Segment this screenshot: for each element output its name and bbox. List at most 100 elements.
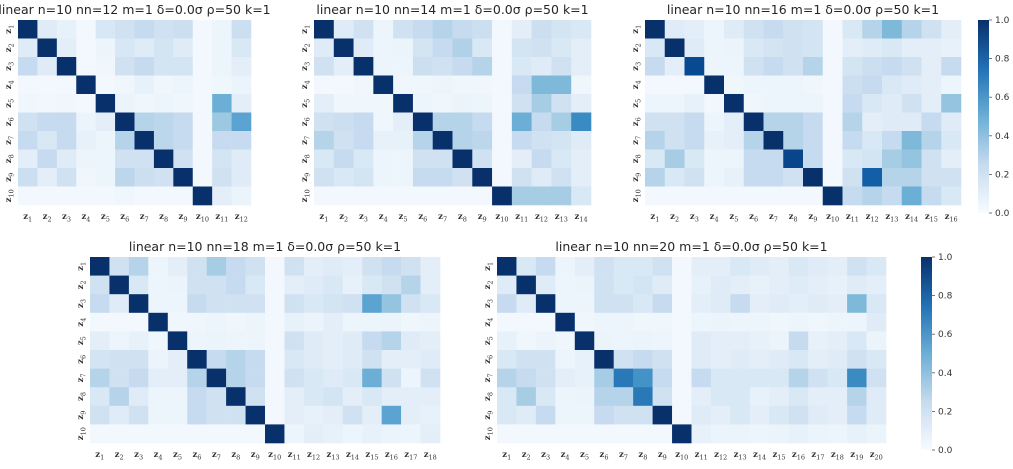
heatmap-cell xyxy=(167,257,188,276)
colorbar-tick-label: 0.0 xyxy=(938,446,953,456)
x-tick-label: z12 xyxy=(535,212,548,224)
y-tick-label: z1 xyxy=(4,25,16,34)
y-tick-label: z6 xyxy=(76,355,88,364)
heatmap-cell xyxy=(827,257,848,276)
heatmap-cell xyxy=(531,75,552,95)
heatmap-cell xyxy=(571,38,592,58)
heatmap-cell xyxy=(373,75,394,95)
heatmap-cell xyxy=(206,294,227,314)
heatmap-cell xyxy=(231,149,252,169)
heatmap-cell xyxy=(452,149,473,169)
heatmap-cell xyxy=(783,131,804,150)
heatmap-cell xyxy=(206,331,227,351)
heatmap-cell xyxy=(231,112,252,132)
heatmap-cell xyxy=(173,94,194,113)
x-tick-label: z8 xyxy=(458,212,467,224)
heatmap-cell xyxy=(691,368,712,388)
colorbar-tick-label: 0.8 xyxy=(938,292,953,302)
heatmap-cell xyxy=(56,168,77,187)
heatmap-cell xyxy=(412,57,434,76)
x-tick-label: z10 xyxy=(495,212,508,224)
heatmap-cell xyxy=(827,405,848,425)
heatmap-cell xyxy=(362,350,382,369)
heatmap-cell xyxy=(769,331,790,351)
x-tick-label: z1 xyxy=(319,212,328,224)
heatmap-cell xyxy=(333,94,354,113)
x-tick-label: z4 xyxy=(710,212,719,224)
heatmap-cell xyxy=(672,331,692,351)
heatmap-cell xyxy=(901,131,922,150)
heatmap-cell xyxy=(381,424,402,444)
heatmap-cell xyxy=(511,20,532,39)
heatmap-cell xyxy=(749,350,770,369)
heatmap-cell xyxy=(323,294,344,314)
heatmap-cell xyxy=(921,186,942,206)
heatmap-cell xyxy=(412,168,434,187)
x-tick-label: z10 xyxy=(196,212,209,224)
heatmap-cell xyxy=(472,131,493,150)
heatmap-cell xyxy=(231,57,252,76)
heatmap-cell xyxy=(187,312,207,332)
heatmap-cell xyxy=(401,257,421,276)
heatmap-cell xyxy=(212,38,232,58)
x-tick-label: z5 xyxy=(173,450,182,462)
x-tick-label: z10 xyxy=(268,450,281,462)
heatmap-cell xyxy=(226,312,246,332)
heatmap-cell xyxy=(115,112,135,132)
heatmap-cell xyxy=(535,312,556,332)
heatmap-cell xyxy=(333,20,354,39)
heatmap-cell xyxy=(743,38,764,58)
x-tick-label: z8 xyxy=(231,450,240,462)
heatmap-cell xyxy=(153,131,174,150)
heatmap-cell xyxy=(342,368,363,388)
heatmap-cell xyxy=(551,20,572,39)
y-tick-label: z10 xyxy=(4,189,16,202)
heatmap-cell xyxy=(941,186,962,206)
y-tick-label: z4 xyxy=(300,80,312,89)
heatmap-cell xyxy=(76,186,96,206)
heatmap-cell xyxy=(393,168,414,187)
heatmap-cell xyxy=(212,57,232,76)
heatmap-cell xyxy=(743,94,764,113)
heatmap-cell xyxy=(128,312,149,332)
heatmap-cell xyxy=(808,257,828,276)
heatmap-cell xyxy=(353,168,374,187)
heatmap-cell xyxy=(353,57,374,76)
x-tick-label: z11 xyxy=(515,212,528,224)
heatmap-cell xyxy=(323,424,344,444)
heatmap-cell xyxy=(148,387,169,407)
heatmap-cell xyxy=(212,20,232,39)
heatmap-cell xyxy=(245,312,266,332)
y-tick-label: z5 xyxy=(300,99,312,108)
heatmap-cell xyxy=(691,331,712,351)
heatmap-cell xyxy=(492,75,513,95)
heatmap-cell xyxy=(90,350,110,369)
y-tick-label: z9 xyxy=(631,173,643,182)
heatmap-cell xyxy=(882,149,903,169)
y-tick-label: z4 xyxy=(631,80,643,89)
heatmap-cell xyxy=(724,75,745,95)
heatmap-cell xyxy=(749,312,770,332)
heatmap-cell xyxy=(645,20,666,39)
heatmap-cell xyxy=(472,57,493,76)
heatmap-cell xyxy=(645,168,666,187)
heatmap-cell xyxy=(664,131,685,150)
heatmap-cell xyxy=(56,186,77,206)
heatmap-cell xyxy=(37,149,58,169)
heatmap-cell xyxy=(192,186,213,206)
heatmap-cell xyxy=(342,275,363,295)
heatmap-cell xyxy=(808,294,828,314)
heatmap-cell xyxy=(167,331,188,351)
heatmap-cell xyxy=(148,275,169,295)
heatmap-cell xyxy=(333,149,354,169)
heatmap-cell xyxy=(531,57,552,76)
heatmap-cell xyxy=(803,149,824,169)
heatmap-cell xyxy=(672,424,692,444)
heatmap-cell xyxy=(265,368,285,388)
heatmap-cell xyxy=(633,350,653,369)
y-tick-label: z3 xyxy=(483,299,495,308)
heatmap-cell xyxy=(492,168,513,187)
heatmap-cell xyxy=(303,294,324,314)
heatmap-cell xyxy=(167,312,188,332)
heatmap-cell xyxy=(535,257,556,276)
